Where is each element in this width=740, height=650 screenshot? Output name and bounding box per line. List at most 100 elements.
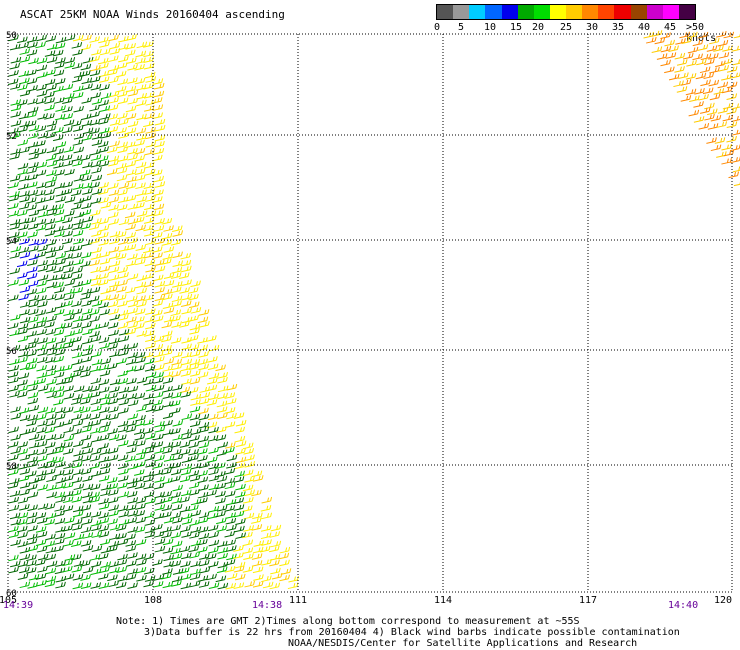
wind-barb bbox=[37, 484, 48, 491]
wind-barb bbox=[17, 573, 29, 581]
longitude-label: 108 bbox=[144, 595, 162, 606]
wind-barb bbox=[233, 582, 245, 590]
wind-barb bbox=[26, 357, 38, 365]
wind-barb bbox=[27, 231, 38, 238]
wind-barb bbox=[8, 127, 19, 135]
wind-barb bbox=[234, 573, 246, 581]
wind-barb bbox=[82, 328, 93, 336]
wind-barb bbox=[109, 260, 121, 267]
wind-barb bbox=[118, 245, 130, 253]
wind-barb bbox=[71, 76, 83, 83]
wind-barb bbox=[253, 540, 265, 547]
wind-barb bbox=[224, 467, 236, 475]
wind-barb bbox=[136, 377, 148, 384]
wind-barb bbox=[190, 539, 202, 547]
wind-barb bbox=[118, 132, 129, 139]
wind-barb bbox=[37, 406, 49, 414]
wind-barb bbox=[55, 560, 66, 568]
wind-barb bbox=[198, 484, 209, 491]
wind-barb bbox=[190, 393, 202, 401]
wind-barb bbox=[189, 551, 201, 559]
wind-barb bbox=[216, 505, 228, 512]
wind-barb bbox=[143, 203, 155, 211]
wind-barb bbox=[62, 273, 73, 280]
wind-barb bbox=[82, 475, 93, 482]
wind-barb bbox=[98, 475, 110, 482]
wind-barb bbox=[126, 176, 137, 183]
wind-barb bbox=[73, 440, 84, 448]
wind-barb bbox=[44, 580, 56, 588]
wind-barb bbox=[234, 462, 246, 470]
wind-barb bbox=[37, 113, 48, 120]
wind-barb bbox=[115, 294, 127, 301]
wind-barb bbox=[54, 286, 65, 294]
wind-barb bbox=[46, 315, 57, 322]
wind-barb bbox=[179, 287, 190, 294]
wind-barb bbox=[125, 545, 137, 552]
wind-barb bbox=[99, 41, 110, 48]
wind-barb bbox=[17, 448, 29, 456]
wind-barb bbox=[82, 491, 93, 499]
wind-barb bbox=[706, 137, 717, 144]
wind-barb bbox=[19, 428, 31, 436]
wind-barb bbox=[98, 525, 110, 532]
wind-barb bbox=[62, 300, 73, 307]
wind-barb bbox=[35, 189, 46, 197]
longitude-label: 117 bbox=[579, 595, 597, 606]
wind-barb bbox=[117, 538, 129, 546]
wind-barb bbox=[89, 496, 101, 503]
wind-barb bbox=[80, 222, 91, 230]
wind-barb bbox=[127, 385, 139, 393]
wind-barb bbox=[117, 146, 129, 154]
wind-barb bbox=[17, 168, 28, 176]
wind-barb bbox=[63, 293, 75, 301]
wind-barb bbox=[154, 364, 165, 371]
wind-barb bbox=[10, 111, 21, 118]
wind-barb bbox=[171, 553, 183, 560]
wind-barb bbox=[163, 516, 175, 524]
wind-barb bbox=[127, 273, 139, 281]
wind-barb bbox=[27, 132, 39, 140]
wind-barb bbox=[26, 470, 37, 478]
wind-barb bbox=[9, 477, 20, 485]
wind-barb bbox=[26, 538, 38, 545]
wind-barb bbox=[26, 342, 37, 350]
wind-barb bbox=[189, 488, 200, 496]
wind-barb bbox=[695, 72, 707, 80]
wind-barb bbox=[668, 45, 679, 53]
note-line-3: NOAA/NESDIS/Center for Satellite Applica… bbox=[288, 638, 638, 649]
wind-barb bbox=[215, 497, 226, 505]
wind-barb bbox=[26, 427, 37, 434]
wind-barb bbox=[153, 433, 164, 441]
wind-barb bbox=[117, 279, 128, 287]
wind-barb bbox=[206, 489, 217, 497]
wind-barb bbox=[19, 286, 31, 293]
wind-barb bbox=[108, 489, 119, 496]
wind-barb bbox=[10, 539, 21, 547]
wind-barb bbox=[215, 482, 227, 490]
wind-barb bbox=[8, 365, 20, 372]
legend-label: 10 bbox=[484, 22, 497, 33]
wind-barb bbox=[269, 582, 281, 590]
wind-barb bbox=[154, 356, 165, 363]
wind-barb bbox=[91, 139, 103, 146]
wind-barb bbox=[675, 38, 686, 45]
wind-barb bbox=[170, 315, 181, 322]
wind-barb bbox=[118, 314, 129, 321]
wind-barb bbox=[190, 509, 202, 517]
wind-barb bbox=[44, 113, 55, 120]
wind-barb bbox=[107, 447, 119, 454]
wind-barb bbox=[63, 385, 74, 392]
wind-barb bbox=[27, 384, 38, 392]
wind-barb bbox=[108, 308, 119, 315]
wind-barb bbox=[107, 574, 118, 582]
wind-barb bbox=[651, 46, 663, 54]
wind-barb bbox=[181, 307, 192, 315]
wind-barb bbox=[107, 322, 119, 329]
wind-barb bbox=[189, 413, 201, 421]
wind-barb bbox=[152, 469, 164, 476]
wind-barb bbox=[145, 265, 156, 273]
wind-barb bbox=[127, 120, 139, 128]
wind-barb bbox=[36, 295, 47, 302]
wind-barb bbox=[46, 560, 58, 568]
